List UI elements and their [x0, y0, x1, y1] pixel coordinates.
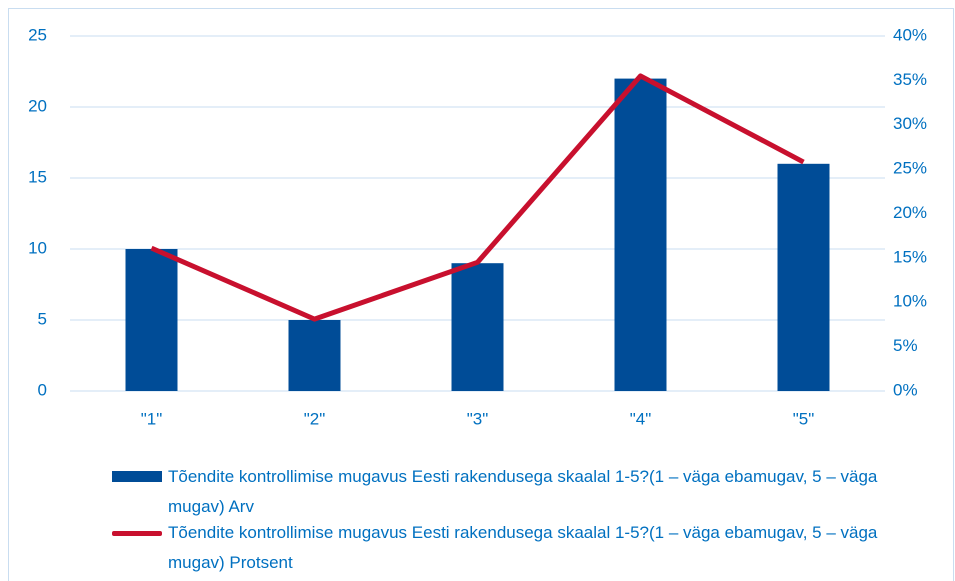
- bar: [777, 163, 830, 391]
- y-tick-label: 15: [28, 167, 47, 186]
- y2-tick-label: 40%: [893, 25, 927, 44]
- y2-tick-label: 30%: [893, 114, 927, 133]
- chart-border: [8, 8, 954, 581]
- y-tick-label: 0: [38, 380, 47, 399]
- legend-swatch: [112, 531, 162, 536]
- bar: [451, 263, 504, 391]
- x-tick-label: "5": [793, 409, 815, 428]
- y2-tick-label: 25%: [893, 159, 927, 178]
- y2-tick-label: 35%: [893, 70, 927, 89]
- x-tick-label: "2": [304, 409, 326, 428]
- line: [150, 73, 805, 322]
- x-tick-label: "4": [630, 409, 652, 428]
- y2-tick-label: 10%: [893, 292, 927, 311]
- legend-swatch: [112, 471, 162, 482]
- x-tick-label: "1": [141, 409, 163, 428]
- y2-tick-label: 5%: [893, 336, 918, 355]
- y-tick-label: 5: [38, 309, 47, 328]
- bar: [614, 78, 667, 391]
- legend-label: Tõendite kontrollimise mugavus Eesti rak…: [168, 467, 878, 516]
- y2-tick-label: 0%: [893, 380, 918, 399]
- y2-tick-label: 20%: [893, 203, 927, 222]
- legend-label: Tõendite kontrollimise mugavus Eesti rak…: [168, 523, 878, 572]
- y-tick-label: 20: [28, 96, 47, 115]
- bar: [288, 320, 341, 391]
- bar: [125, 249, 178, 391]
- x-tick-label: "3": [467, 409, 489, 428]
- y-tick-label: 25: [28, 25, 47, 44]
- y-tick-label: 10: [28, 238, 47, 257]
- y2-tick-label: 15%: [893, 247, 927, 266]
